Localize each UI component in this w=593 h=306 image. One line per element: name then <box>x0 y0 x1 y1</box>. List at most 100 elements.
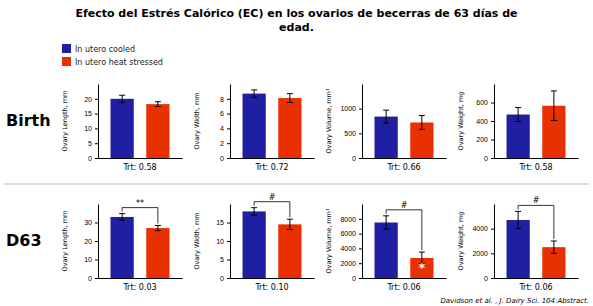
y-tick-label: 2000 <box>472 250 488 257</box>
y-tick-mark <box>227 128 230 129</box>
y-tick-label: 8 <box>220 96 224 103</box>
y-axis: 05101520 <box>84 85 98 162</box>
y-tick-label: 5 <box>88 140 92 147</box>
x-axis-line <box>495 278 579 279</box>
y-tick: 0 <box>352 275 362 282</box>
y-tick: 2000 <box>472 250 494 257</box>
y-tick: 0 <box>484 275 494 282</box>
chart-container: Efecto del Estrés Calórico (EC) en los o… <box>0 0 593 306</box>
bar <box>243 211 266 278</box>
y-tick-mark <box>227 260 230 261</box>
y-axis-line <box>362 85 363 159</box>
x-axis-title: Trt: 0.58 <box>518 163 552 172</box>
plot-area <box>243 90 302 158</box>
y-tick: 20 <box>84 96 98 103</box>
error-bar <box>287 219 293 229</box>
error-bar <box>155 102 161 107</box>
y-tick: 1000 <box>340 105 362 112</box>
bar <box>375 223 398 279</box>
bar <box>111 217 134 278</box>
y-tick-mark <box>359 263 362 264</box>
y-tick-mark <box>359 158 362 159</box>
bar <box>410 258 433 278</box>
bar-chart: 05101520Ovary Length, mmTrt: 0.58 <box>61 85 183 173</box>
y-tick: 30 <box>84 219 98 226</box>
y-tick: 4000 <box>340 245 362 252</box>
y-tick: 6 <box>220 110 230 117</box>
error-bar <box>287 94 293 103</box>
bar-chart: 0102030Ovary Length, mmTrt: 0.03** <box>61 199 183 292</box>
x-axis-title: Trt: 0.66 <box>386 163 420 172</box>
x-axis-line <box>363 278 447 279</box>
y-tick: 15 <box>84 110 98 117</box>
y-tick-mark <box>491 253 494 254</box>
bar <box>146 104 169 158</box>
bar <box>111 99 134 158</box>
y-tick: 10 <box>216 238 230 245</box>
y-tick-mark <box>95 241 98 242</box>
y-tick: 0 <box>484 155 494 162</box>
y-tick-mark <box>95 278 98 279</box>
y-axis-title: Ovary Weight, mg <box>457 212 465 271</box>
y-tick: 400 <box>476 118 494 125</box>
y-tick-label: 6 <box>220 110 224 117</box>
y-tick-mark <box>227 278 230 279</box>
plot-area <box>507 91 566 158</box>
y-tick: 0 <box>220 155 230 162</box>
y-tick-label: 0 <box>352 155 356 162</box>
y-tick-label: 15 <box>216 219 224 226</box>
y-tick-mark <box>95 114 98 115</box>
bar-chart: 020004000Ovary Weight, mgTrt: 0.06# <box>457 196 579 292</box>
y-axis: 051015 <box>216 205 230 282</box>
legend-label: In utero heat stressed <box>75 58 163 67</box>
y-tick-label: 8000 <box>340 216 356 223</box>
y-tick-mark <box>227 114 230 115</box>
y-tick-mark <box>95 260 98 261</box>
y-axis: 020004000 <box>472 205 494 282</box>
x-axis-line <box>99 158 183 159</box>
y-tick-label: 0 <box>484 155 488 162</box>
y-tick-mark <box>359 109 362 110</box>
error-bar <box>551 241 557 253</box>
y-axis-line <box>230 85 231 159</box>
significance-label: ** <box>136 199 144 208</box>
bar-annotation: * <box>419 261 426 275</box>
error-bar <box>515 108 521 122</box>
y-tick-label: 15 <box>84 110 92 117</box>
x-axis-line <box>99 278 183 279</box>
y-tick: 200 <box>476 136 494 143</box>
y-axis-title: Ovary Length, mm <box>61 91 69 152</box>
significance-label: # <box>269 193 276 202</box>
y-axis-line <box>494 85 495 159</box>
y-tick-mark <box>227 158 230 159</box>
x-axis-title: Trt: 0.72 <box>254 163 288 172</box>
legend-item: In utero cooled <box>62 44 135 54</box>
y-tick-label: 2 <box>220 140 224 147</box>
y-axis-line <box>494 205 495 279</box>
error-bar <box>551 91 557 121</box>
y-axis-line <box>98 205 99 279</box>
y-tick-label: 0 <box>220 155 224 162</box>
y-tick-mark <box>95 143 98 144</box>
y-tick-mark <box>359 234 362 235</box>
bar <box>146 228 169 278</box>
error-bar <box>419 116 425 130</box>
y-tick-label: 6000 <box>340 230 356 237</box>
y-tick-label: 500 <box>344 130 356 137</box>
error-bar <box>155 225 161 230</box>
y-tick-label: 0 <box>352 275 356 282</box>
y-tick-label: 0 <box>484 275 488 282</box>
y-tick-mark <box>491 103 494 104</box>
y-tick: 0 <box>88 155 98 162</box>
y-axis-title: Ovary Volume, mm³ <box>325 208 333 274</box>
legend-swatch <box>62 44 71 53</box>
error-bar <box>251 208 257 215</box>
y-tick: 8 <box>220 96 230 103</box>
legend-swatch <box>62 57 71 66</box>
y-tick-mark <box>227 241 230 242</box>
x-axis-title: Trt: 0.10 <box>254 283 288 292</box>
y-tick-mark <box>95 99 98 100</box>
plot-area <box>507 211 566 278</box>
bar <box>243 94 266 158</box>
y-tick-mark <box>491 229 494 230</box>
